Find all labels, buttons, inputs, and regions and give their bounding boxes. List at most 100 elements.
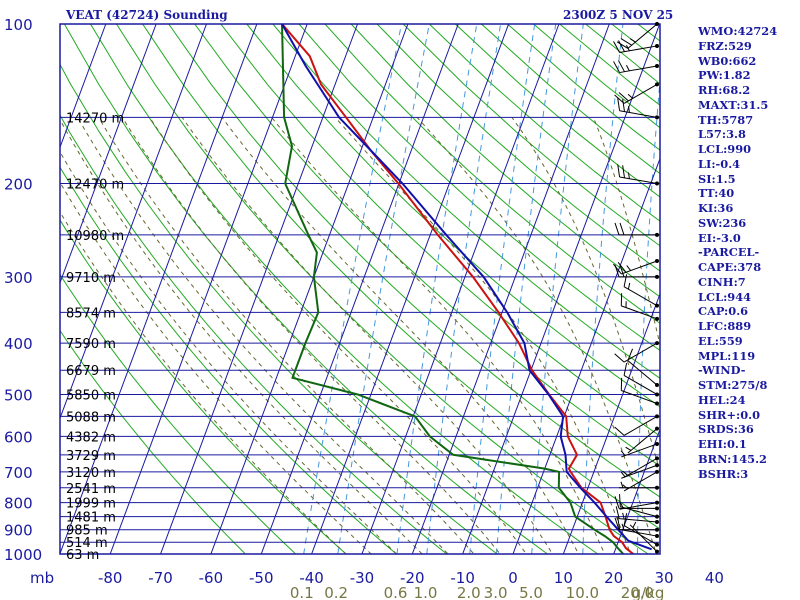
index-item: SW:236: [698, 215, 747, 230]
wind-barb-base: [655, 258, 659, 263]
mixing-ratio-line: [495, 24, 557, 554]
wind-barb-base: [655, 469, 659, 474]
wind-barb-flag: [615, 506, 620, 519]
wind-barb-staff: [623, 375, 658, 395]
wind-barb-base: [655, 181, 659, 186]
wind-barb-base: [655, 542, 659, 547]
isotherm: [160, 24, 359, 554]
wind-barb-staff: [619, 45, 658, 54]
wind-barb-staff: [623, 342, 658, 363]
wind-barb-base: [655, 43, 659, 48]
temp-tick-label: 20: [604, 569, 623, 587]
wind-barb-staff: [623, 525, 658, 546]
wind-barb-half-flag: [628, 172, 630, 179]
height-label: 985 m: [66, 524, 108, 539]
isotherm: [60, 24, 157, 285]
wind-barb-half-flag: [625, 65, 630, 72]
wind-barb-flag: [614, 222, 620, 236]
wind-barb-staff: [627, 360, 658, 386]
mixing-ratio-label: 1.0: [414, 584, 438, 600]
wind-barb-flag: [623, 274, 628, 287]
plot-border: [59, 23, 661, 555]
mixing-ratio-label: 0.6: [384, 584, 408, 600]
wind-barb-flag: [614, 496, 620, 509]
dry-adiabat: [194, 24, 660, 467]
wind-barb-flag: [617, 164, 621, 178]
index-item: LCL:990: [698, 142, 752, 156]
temp-tick-label: -40: [299, 569, 324, 587]
wind-barb-half-flag: [628, 106, 630, 113]
index-item: EHI:0.1: [698, 437, 747, 451]
moist-adiabat: [511, 117, 660, 475]
isotherm: [60, 24, 207, 420]
temp-tick-label: -60: [199, 569, 224, 587]
dry-adiabat: [246, 24, 660, 408]
isotherm: [260, 24, 459, 554]
isotherm: [0, 24, 5, 565]
dry-adiabat: [272, 24, 660, 379]
wind-barb-flag: [619, 222, 625, 236]
wind-barb-half-flag: [626, 265, 632, 271]
height-label: 14270 m: [66, 111, 124, 126]
wind-barb: [620, 441, 659, 458]
wind-barb-flag: [617, 98, 621, 111]
wind-barb: [616, 22, 659, 49]
wind-barb-half-flag: [622, 470, 628, 476]
wind-barb-base: [655, 519, 659, 524]
temp-tick-label: -70: [148, 569, 173, 587]
wind-barb: [614, 341, 659, 363]
index-item: EI:-3.0: [698, 230, 741, 245]
temp-tick-label: -80: [98, 569, 123, 587]
wind-barb-staff: [619, 65, 658, 74]
wind-barb-base: [655, 63, 659, 68]
wind-barb: [613, 60, 659, 74]
wind-barb-staff: [619, 176, 658, 185]
index-item: EL:559: [698, 333, 743, 348]
height-label: 6679 m: [66, 364, 116, 379]
index-item: FRZ:529: [698, 38, 752, 53]
wind-barb-flag: [614, 94, 625, 104]
wind-barb-base: [655, 514, 659, 519]
wind-barb: [625, 426, 659, 454]
wind-barb: [614, 82, 659, 104]
wind-barb-staff: [619, 518, 658, 523]
dewpoint-trace: [281, 24, 625, 554]
height-label: 5088 m: [66, 410, 116, 425]
index-item: PW:1.82: [698, 68, 751, 83]
wind-barb-base: [655, 456, 659, 461]
wind-barb-flag: [614, 426, 625, 436]
wind-barb: [622, 456, 659, 478]
index-item: LCL:944: [698, 289, 752, 304]
wind-barb: [614, 517, 659, 532]
wind-barb: [620, 377, 659, 406]
wind-barb-flag: [618, 60, 625, 72]
mixing-ratio-label: 5.0: [519, 584, 543, 600]
wind-barb-staff: [619, 502, 658, 510]
wind-barb-flag: [617, 516, 621, 530]
wind-barb: [620, 293, 659, 321]
wind-barb: [613, 258, 659, 275]
isotherm: [411, 24, 610, 554]
mixing-ratio-label: 20.0: [621, 584, 654, 600]
dry-adiabat: [350, 24, 660, 298]
wind-barb-base: [655, 392, 659, 397]
plot-area: [0, 24, 660, 565]
index-item: SRDS:36: [698, 422, 754, 437]
wind-barb-flag: [617, 262, 627, 273]
wind-barb-staff: [623, 457, 658, 478]
wind-barb: [617, 98, 659, 120]
wind-barb: [619, 500, 659, 510]
wind-barb-base: [655, 463, 659, 468]
mixing-ratio-line: [303, 24, 402, 554]
index-item: LI:-0.4: [698, 156, 741, 171]
height-label: 63 m: [66, 548, 99, 563]
wind-barb: [627, 348, 659, 388]
dry-adiabat: [220, 24, 660, 437]
temp-tick-label: -30: [350, 569, 375, 587]
index-item: HEL:24: [698, 392, 746, 407]
pressure-tick-label: 700: [4, 464, 33, 482]
wind-barb-staff: [623, 83, 658, 104]
wind-barb-flag: [618, 40, 625, 52]
index-item: -PARCEL-: [698, 245, 760, 260]
